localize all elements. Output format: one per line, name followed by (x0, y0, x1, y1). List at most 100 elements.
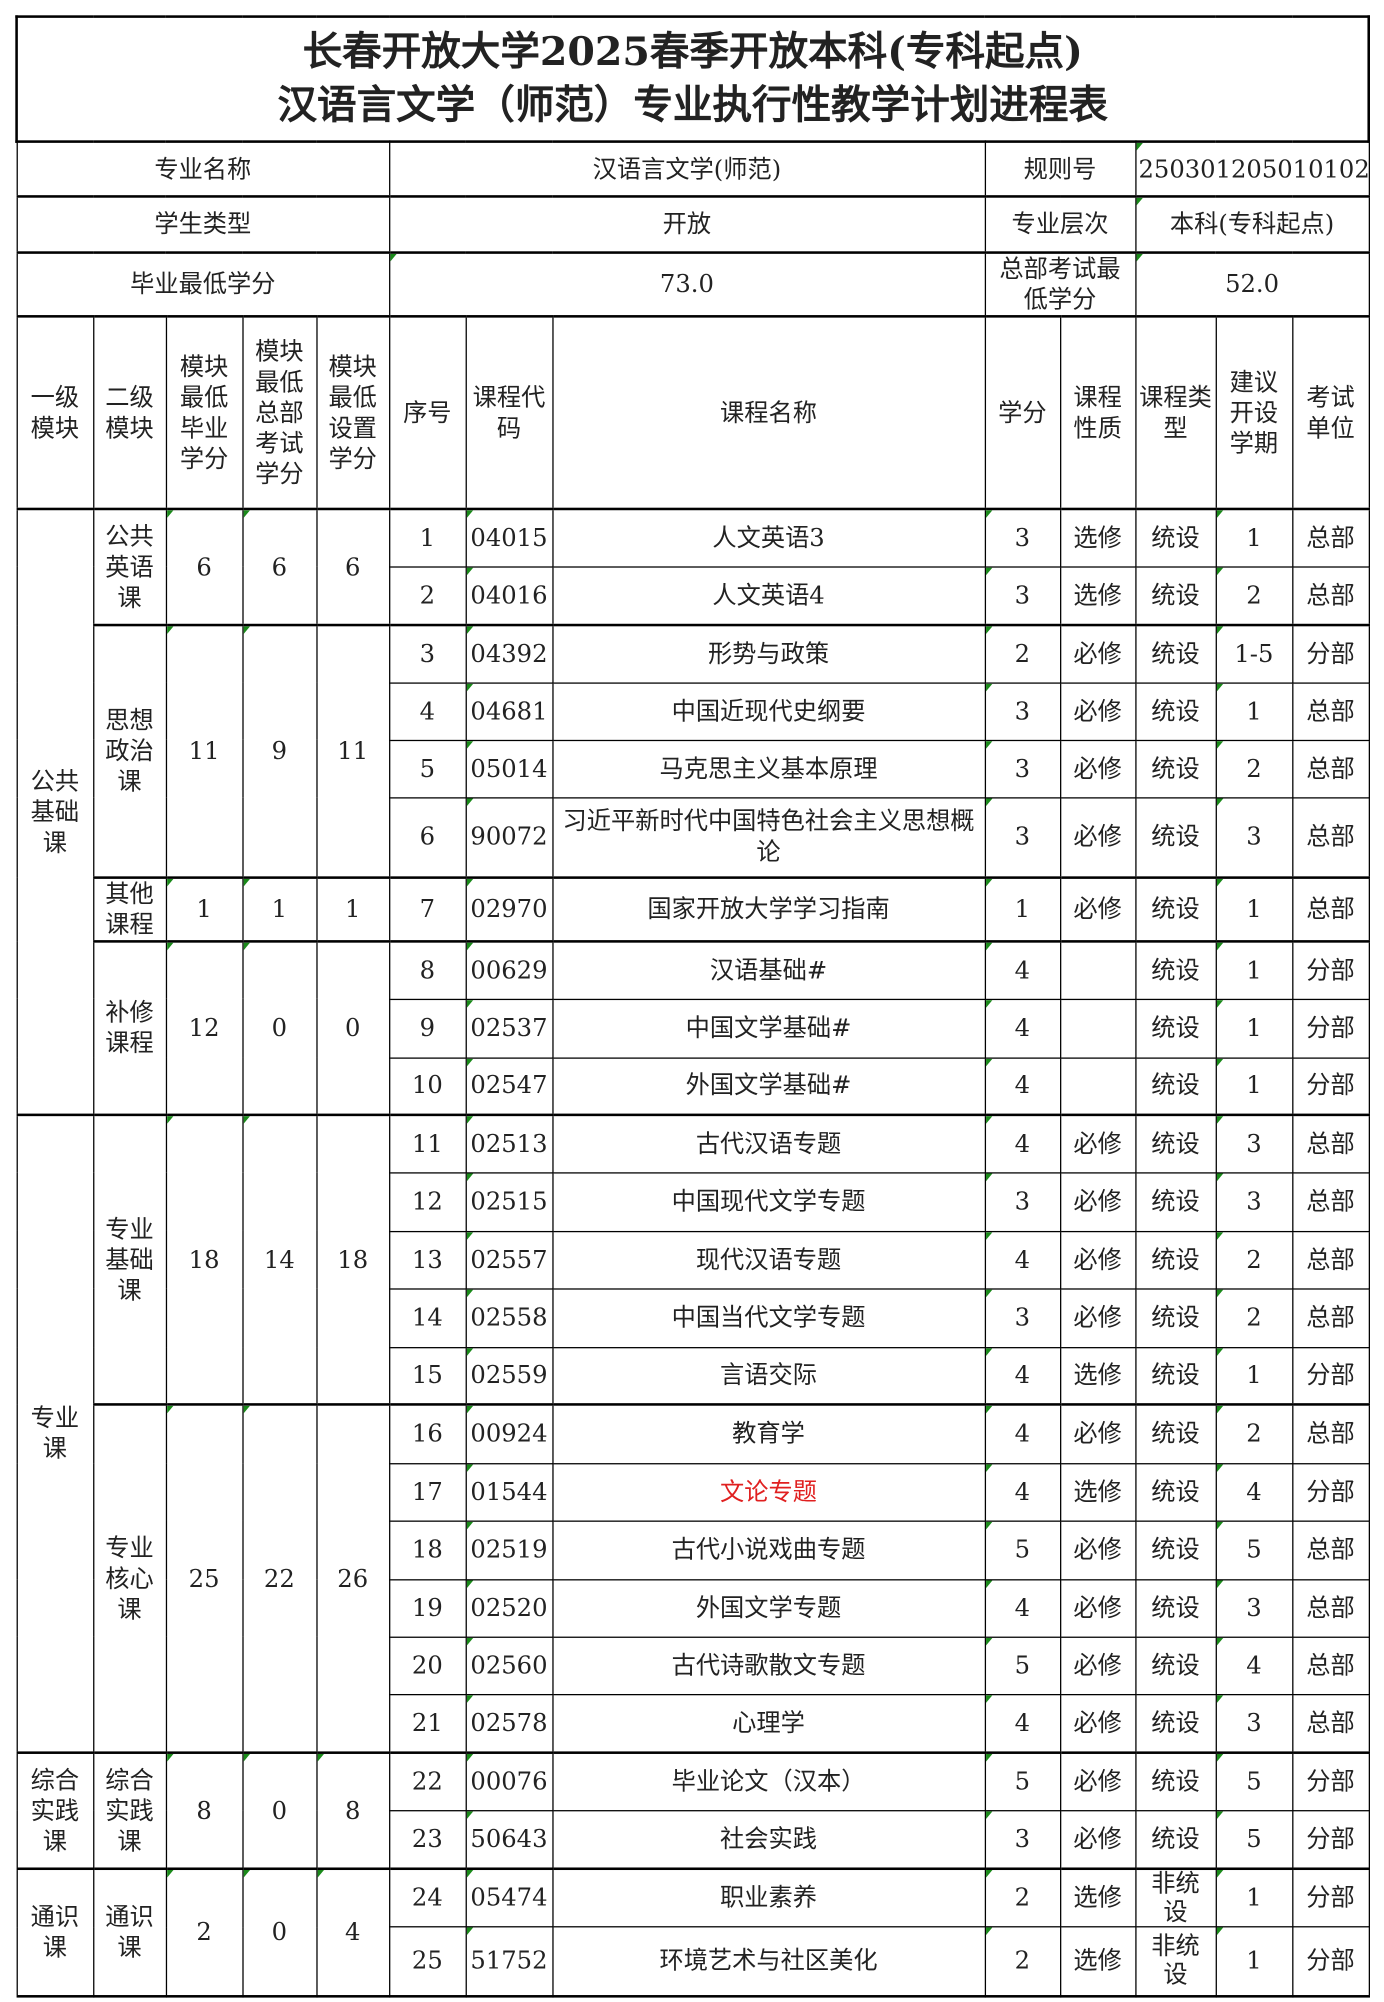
course-type: 统设 (1134, 507, 1217, 568)
course-credits: 3 (984, 681, 1061, 741)
course-nature: 必修 (1059, 739, 1136, 798)
course-code: 01544 (464, 1462, 553, 1522)
course-type: 统设 (1134, 739, 1217, 798)
module-min-set-credits: 6 (315, 507, 390, 626)
exam-unit: 分部 (1291, 998, 1370, 1059)
suggested-semester: 3 (1215, 796, 1293, 879)
course-code: 50643 (464, 1809, 553, 1870)
suggested-semester: 4 (1215, 1635, 1293, 1695)
course-row: 思想政治课 11 9 11 3 04392 形势与政策 2 必修 统设 1-5 分部 (17, 623, 1370, 879)
info-row: 毕业最低学分 73.0 总部考试最低学分 52.0 (15, 251, 1370, 317)
exam-unit: 总部 (1291, 1693, 1370, 1754)
course-name: 心理学 (551, 1693, 986, 1754)
course-type: 统设 (1134, 940, 1217, 1000)
course-seq: 9 (388, 998, 467, 1059)
module-min-graduation-credits: 6 (165, 507, 244, 626)
course-code: 05014 (464, 739, 553, 798)
info-value: 52.0 (1134, 251, 1370, 317)
column-header: 学分 (984, 315, 1061, 510)
suggested-semester: 5 (1215, 1519, 1293, 1580)
course-code: 02558 (464, 1287, 553, 1348)
course-seq: 1 (388, 507, 467, 568)
course-type: 非统设 (1134, 1926, 1217, 1997)
course-type: 统设 (1134, 1519, 1217, 1580)
course-name: 中国近现代史纲要 (551, 681, 986, 741)
course-nature: 选修 (1059, 507, 1136, 568)
course-credits: 4 (984, 1462, 1061, 1522)
course-seq: 4 (388, 681, 467, 741)
course-row: 6 90072 习近平新时代中国特色社会主义思想概论 3 必修 统设 3 总部 (17, 796, 1370, 879)
module-min-set-credits: 18 (315, 1113, 390, 1406)
course-nature: 选修 (1059, 1867, 1136, 1928)
module-min-hq-exam-credits: 22 (241, 1403, 317, 1754)
module-min-hq-exam-credits: 0 (241, 1751, 317, 1870)
course-row: 14 02558 中国当代文学专题 3 必修 统设 2 总部 (17, 1287, 1370, 1348)
suggested-semester: 1-5 (1215, 623, 1293, 684)
course-code: 02578 (464, 1693, 553, 1754)
course-nature: 必修 (1059, 796, 1136, 879)
module-min-graduation-credits: 18 (165, 1113, 244, 1406)
course-seq: 13 (388, 1230, 467, 1289)
course-seq: 11 (388, 1113, 467, 1173)
level2-module: 专业核心课 (92, 1403, 167, 1754)
course-row: 其他课程 1 1 1 7 02970 国家开放大学学习指南 1 必修 统设 1 总部 (17, 876, 1370, 943)
info-value: 250301205010102 (1134, 140, 1370, 198)
module-min-graduation-credits: 12 (165, 940, 244, 1116)
column-header: 课程名称 (551, 315, 986, 510)
course-type: 统设 (1134, 565, 1217, 626)
course-code: 04016 (464, 565, 553, 626)
course-credits: 4 (984, 1578, 1061, 1638)
course-credits: 2 (984, 1867, 1061, 1928)
course-nature (1059, 940, 1136, 1000)
level1-module: 公共基础课 (15, 507, 94, 1116)
info-label: 学生类型 (15, 195, 390, 254)
course-seq: 22 (388, 1751, 467, 1811)
course-name: 言语交际 (551, 1346, 986, 1406)
course-code: 00629 (464, 940, 553, 1000)
course-name: 人文英语3 (551, 507, 986, 568)
suggested-semester: 2 (1215, 565, 1293, 626)
course-code: 51752 (464, 1926, 553, 1997)
info-label: 专业层次 (984, 195, 1136, 254)
course-credits: 4 (984, 1056, 1061, 1116)
course-name: 外国文学基础# (551, 1056, 986, 1116)
column-header: 课程性质 (1059, 315, 1136, 510)
course-nature: 必修 (1059, 623, 1136, 684)
course-row: 通识课 通识课 2 0 4 24 05474 职业素养 2 选修 非统设 1 分部 (15, 1867, 1370, 1997)
course-type: 统设 (1134, 1113, 1217, 1173)
course-row: 公共基础课 公共英语课 6 6 6 1 04015 人文英语3 3 选修 统设 1 总部 (15, 507, 1370, 1116)
course-type: 统设 (1134, 796, 1217, 879)
course-seq: 18 (388, 1519, 467, 1580)
course-name: 人文英语4 (551, 565, 986, 626)
course-code: 02559 (464, 1346, 553, 1406)
module-min-set-credits: 26 (315, 1403, 390, 1754)
course-row: 10 02547 外国文学基础# 4 统设 1 分部 (17, 1056, 1370, 1116)
course-code: 02970 (464, 876, 553, 943)
course-credits: 1 (984, 876, 1061, 943)
course-nature: 必修 (1059, 1693, 1136, 1754)
course-code: 90072 (464, 796, 553, 879)
course-name: 古代小说戏曲专题 (551, 1519, 986, 1580)
course-row: 12 02515 中国现代文学专题 3 必修 统设 3 总部 (17, 1171, 1370, 1232)
course-code: 02519 (464, 1519, 553, 1580)
column-header: 建议开设学期 (1215, 315, 1293, 510)
course-seq: 5 (388, 739, 467, 798)
course-row: 5 05014 马克思主义基本原理 3 必修 统设 2 总部 (17, 739, 1370, 798)
exam-unit: 总部 (1291, 1519, 1370, 1580)
module-min-graduation-credits: 2 (165, 1867, 244, 1997)
course-type: 统设 (1134, 1578, 1217, 1638)
course-credits: 5 (984, 1519, 1061, 1580)
module-min-hq-exam-credits: 1 (241, 876, 317, 943)
course-row: 专业课 专业基础课 18 14 18 11 02513 古代汉语专题 4 必修 统设 3 总部 (15, 1113, 1370, 1754)
course-seq: 24 (388, 1867, 467, 1928)
suggested-semester: 1 (1215, 876, 1293, 943)
suggested-semester: 1 (1215, 681, 1293, 741)
course-type: 统设 (1134, 998, 1217, 1059)
exam-unit: 总部 (1291, 796, 1370, 879)
course-name: 文论专题 (551, 1462, 986, 1522)
course-row: 综合实践课 综合实践课 8 0 8 22 00076 毕业论文（汉本） 5 必修 统设 5 分部 (15, 1751, 1370, 1870)
course-row: 2 04016 人文英语4 3 选修 统设 2 总部 (17, 565, 1370, 626)
course-seq: 19 (388, 1578, 467, 1638)
course-seq: 20 (388, 1635, 467, 1695)
teaching-plan-table: 长春开放大学2025春季开放本科(专科起点) 汉语言文学（师范）专业执行性教学计划… (15, 15, 1371, 1997)
